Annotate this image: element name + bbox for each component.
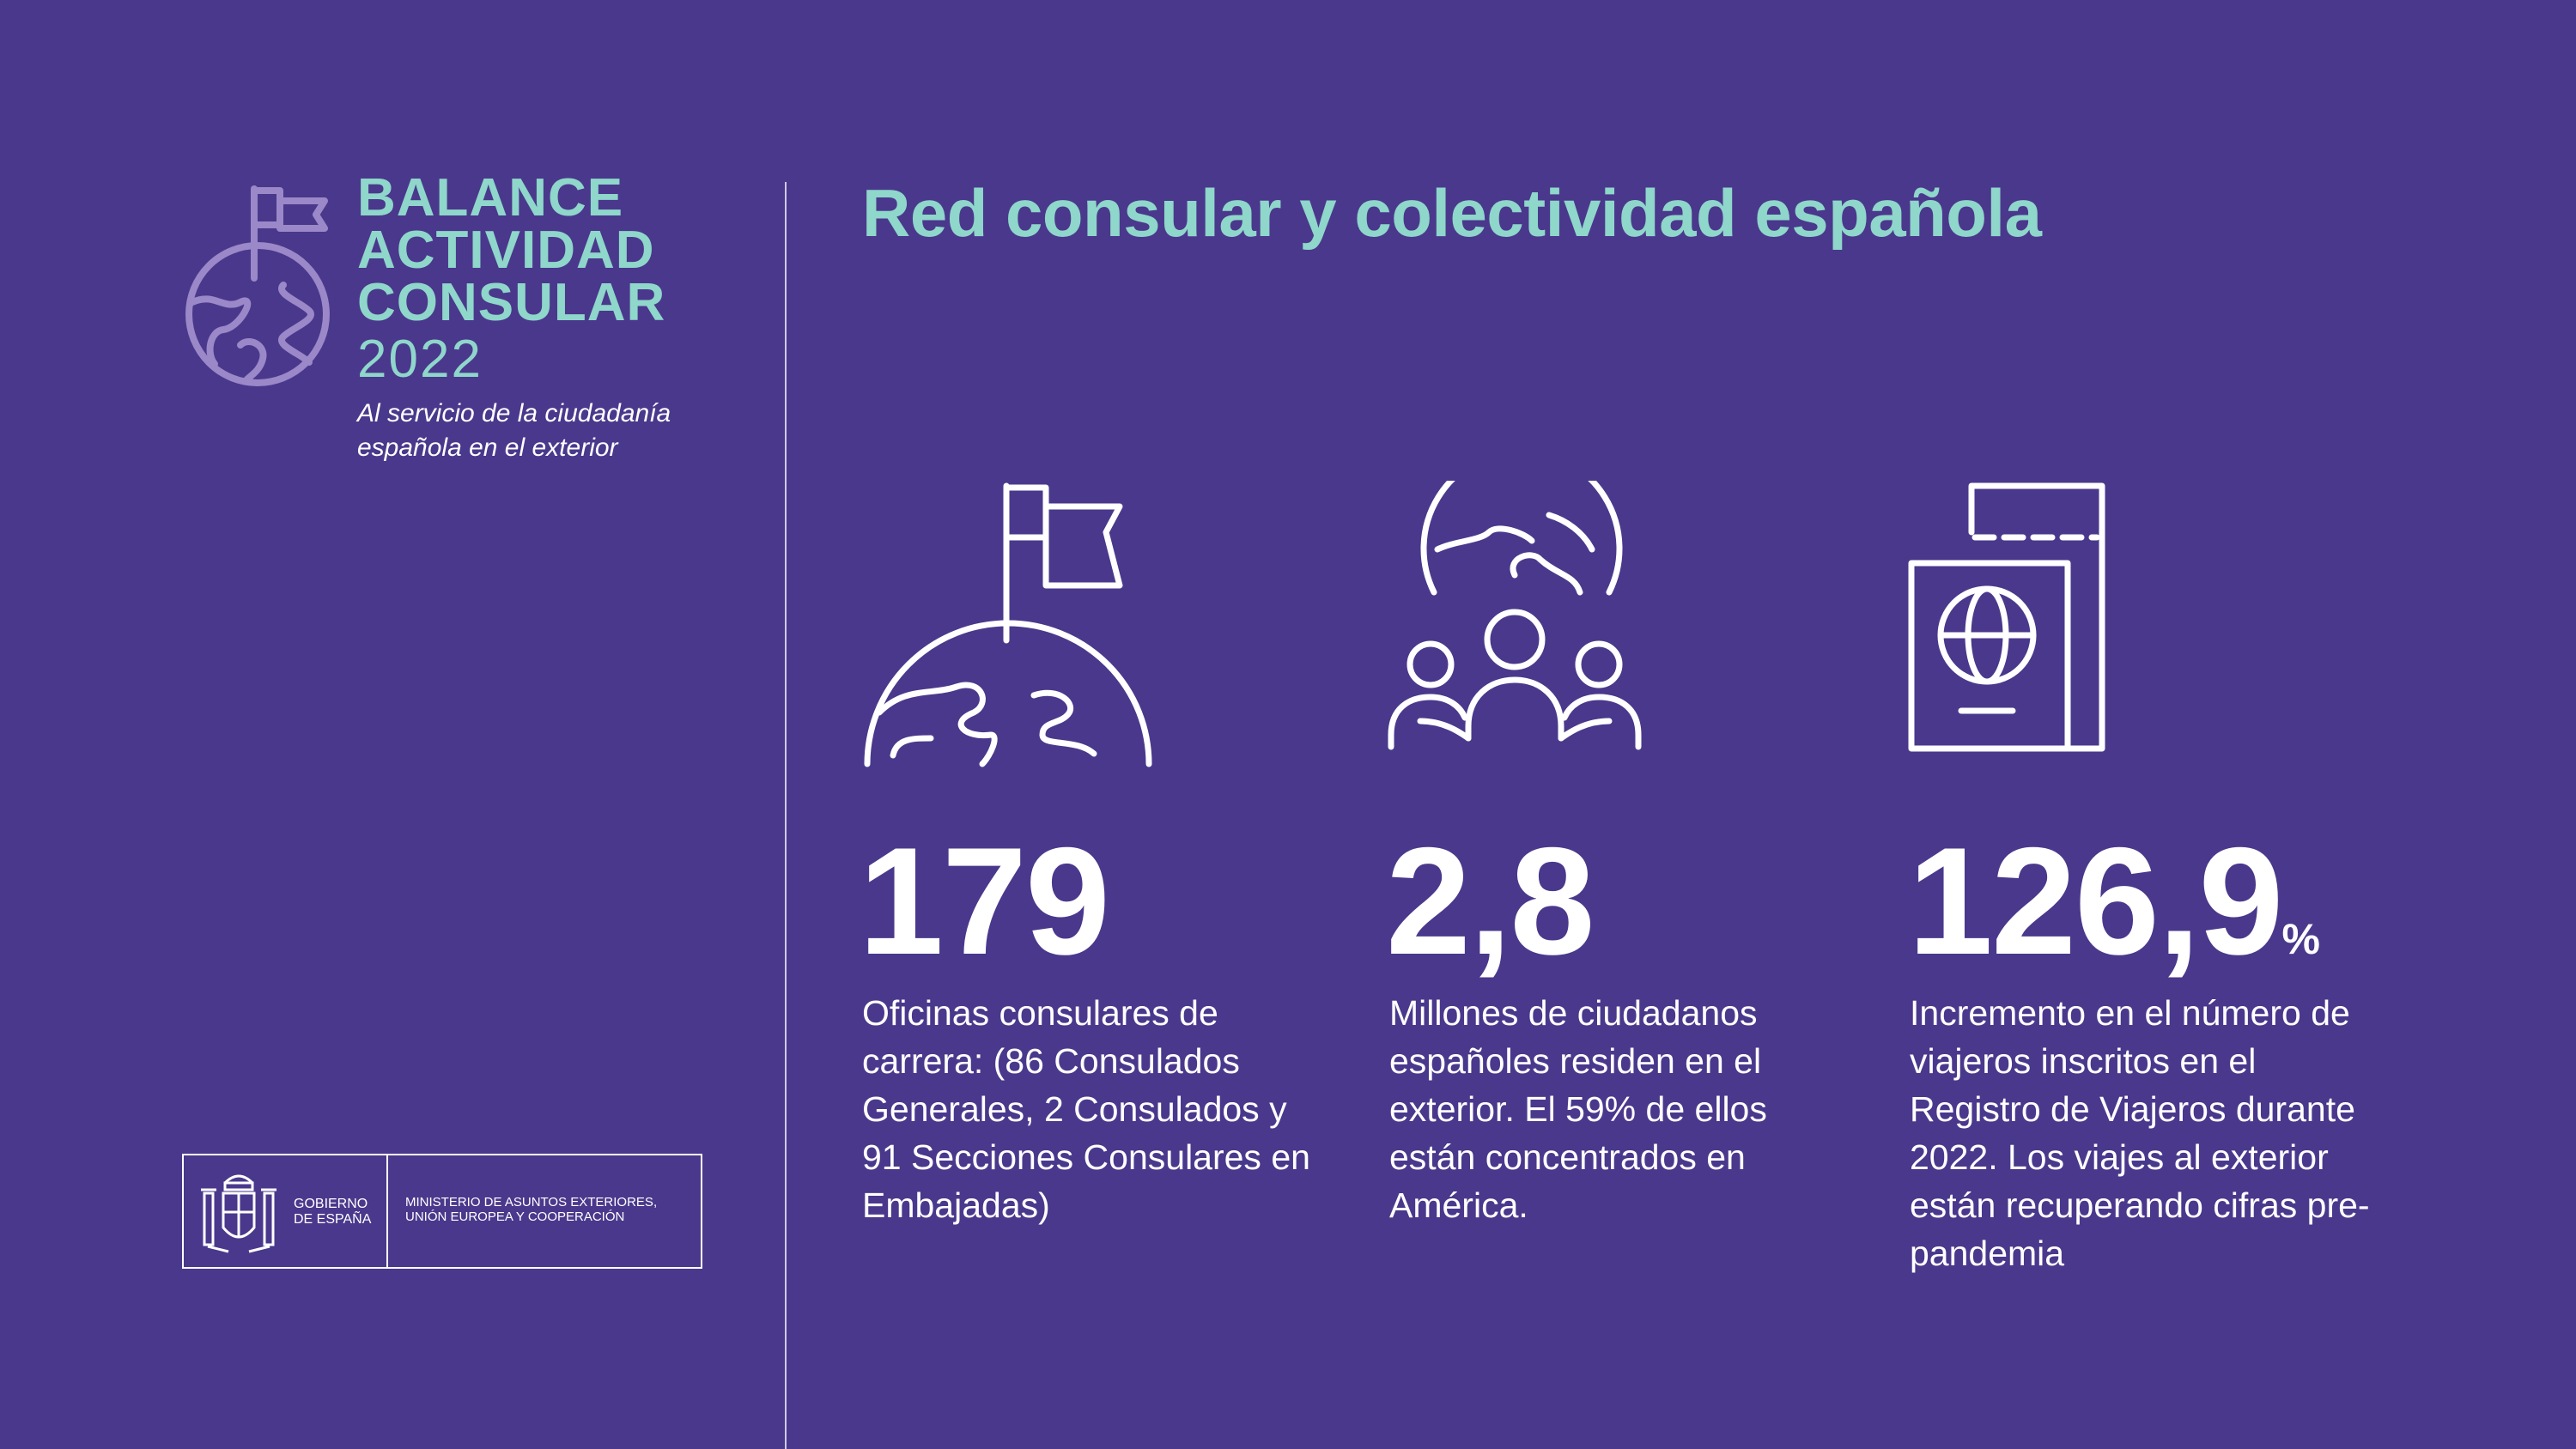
stat-value: 126,9% xyxy=(1908,815,2320,1025)
stat-description: Incremento en el número de viajeros insc… xyxy=(1910,993,2370,1273)
brand-title-line-2: ACTIVIDAD xyxy=(357,221,655,280)
brand-title-line-3: CONSULAR xyxy=(357,273,666,332)
brand-year: 2022 xyxy=(357,330,483,389)
stat-number: 179 xyxy=(859,815,1110,986)
government-logo: GOBIERNO DE ESPAÑA MINISTERIO DE ASUNTOS… xyxy=(182,1154,702,1269)
government-label: GOBIERNO DE ESPAÑA xyxy=(294,1197,372,1227)
logo-divider xyxy=(386,1155,388,1267)
stat-value: 179 xyxy=(859,815,1110,1025)
people-globe-icon xyxy=(1388,481,1642,750)
stat-description: Millones de ciudadanos españoles residen… xyxy=(1389,993,1767,1225)
brand-subtitle: Al servicio de la ciudadanía española en… xyxy=(357,399,671,462)
passport-icon xyxy=(1908,482,2105,752)
stat-number: 2,8 xyxy=(1386,815,1595,986)
coat-of-arms-icon xyxy=(201,1174,276,1253)
page-title: Red consular y colectividad española xyxy=(862,175,2042,251)
vertical-divider xyxy=(785,182,787,1449)
stat-description: Oficinas consulares de carrera: (86 Cons… xyxy=(862,993,1310,1225)
brand-title: BALANCE ACTIVIDAD CONSULAR xyxy=(357,168,735,332)
stat-unit: % xyxy=(2281,915,2320,963)
stat-number: 126,9 xyxy=(1908,815,2283,986)
ministry-label: MINISTERIO DE ASUNTOS EXTERIORES, UNIÓN … xyxy=(405,1195,658,1224)
brand-title-line-1: BALANCE xyxy=(357,168,624,227)
globe-flag-icon xyxy=(864,482,1152,767)
stat-value: 2,8 xyxy=(1386,815,1595,1025)
globe-flag-icon xyxy=(185,185,330,386)
